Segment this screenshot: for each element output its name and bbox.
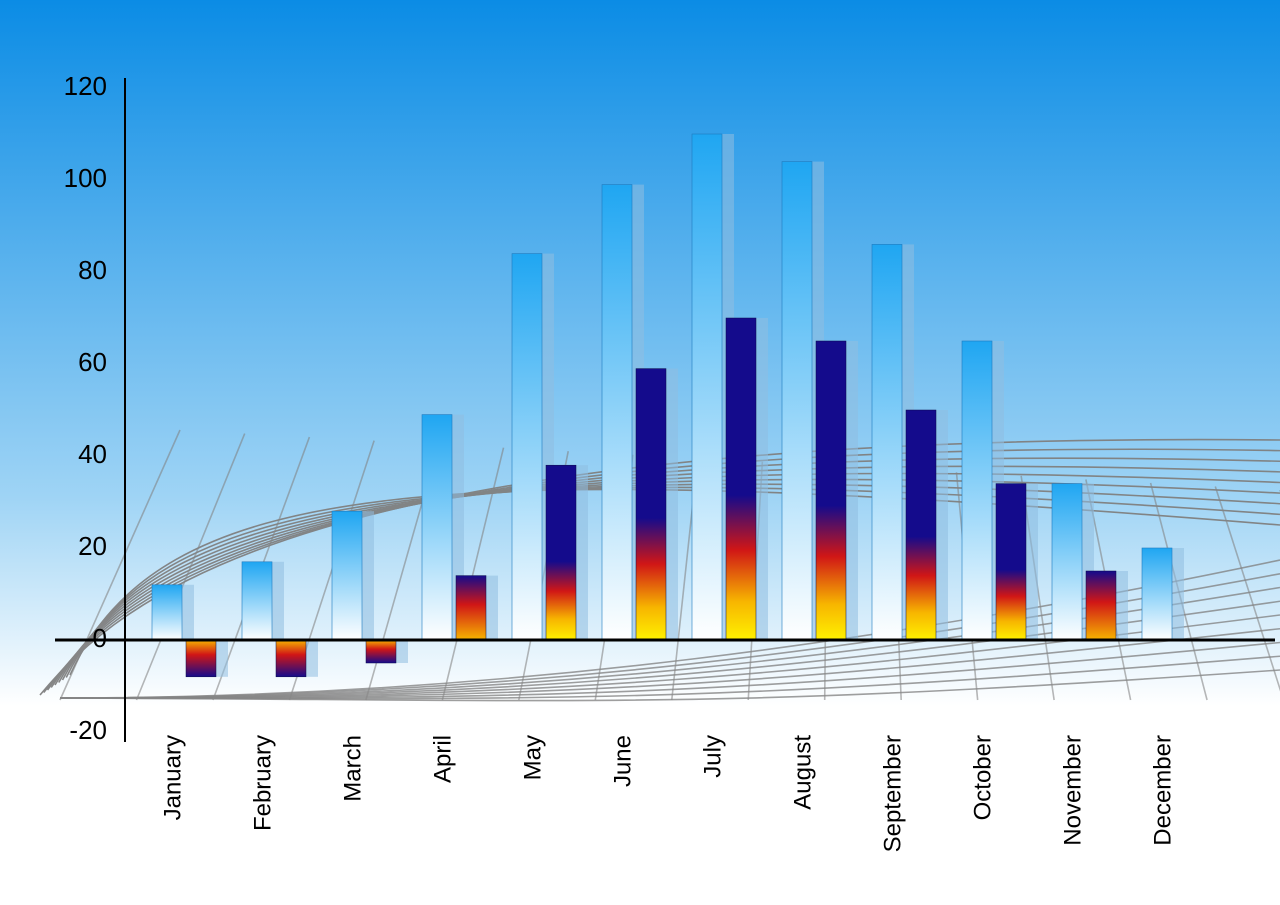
month-label: October	[969, 735, 996, 820]
bar-series-b	[726, 318, 756, 640]
month-label: February	[249, 735, 276, 831]
y-tick-label: 0	[93, 623, 107, 653]
y-tick-label: 100	[64, 163, 107, 193]
monthly-bar-chart: { "chart": { "type": "grouped-bar-3d", "…	[0, 0, 1280, 905]
y-tick-label: 80	[78, 255, 107, 285]
month-label: June	[609, 735, 636, 787]
y-tick-label: -20	[69, 715, 107, 745]
bar-series-a	[152, 585, 182, 640]
bar-series-b	[996, 484, 1026, 640]
bar-series-a	[422, 415, 452, 640]
month-label: March	[339, 735, 366, 802]
bar-series-b	[906, 410, 936, 640]
y-tick-label: 20	[78, 531, 107, 561]
bar-series-a	[602, 185, 632, 640]
bar-series-a	[692, 134, 722, 640]
month-label: August	[789, 735, 816, 810]
month-label: December	[1149, 735, 1176, 846]
y-tick-label: 120	[64, 71, 107, 101]
bar-series-b	[1086, 571, 1116, 640]
y-tick-label: 60	[78, 347, 107, 377]
bar-series-a	[512, 254, 542, 640]
month-label: May	[519, 735, 546, 780]
bar-series-a	[1052, 484, 1082, 640]
bar-series-b	[276, 640, 306, 677]
month-label: July	[699, 735, 726, 778]
bar-series-b	[636, 369, 666, 640]
bar-series-b	[546, 465, 576, 640]
bar-series-a	[1142, 548, 1172, 640]
month-label: January	[159, 735, 186, 820]
month-label: September	[879, 735, 906, 852]
month-label: April	[429, 735, 456, 783]
bar-series-b	[186, 640, 216, 677]
y-tick-label: 40	[78, 439, 107, 469]
bar-series-a	[962, 341, 992, 640]
bar-series-b	[816, 341, 846, 640]
chart-svg: -20 0 20 40 60 80 100 120 January February March A…	[0, 0, 1280, 905]
bar-series-b	[366, 640, 396, 663]
month-label: November	[1059, 735, 1086, 846]
bar-series-a	[242, 562, 272, 640]
bar-series-a	[872, 244, 902, 640]
bar-series-a	[332, 511, 362, 640]
bar-series-b	[456, 576, 486, 640]
bar-series-a	[782, 162, 812, 640]
